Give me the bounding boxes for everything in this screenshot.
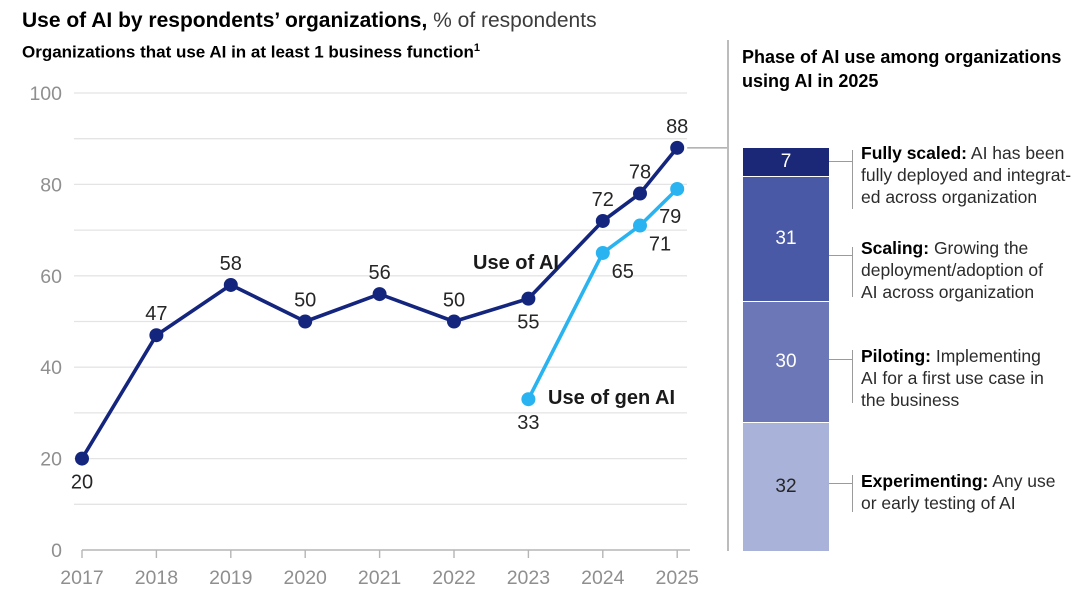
- series-label: Use of gen AI: [548, 387, 675, 409]
- x-axis-label: 2020: [284, 567, 328, 589]
- data-label: 50: [443, 290, 465, 312]
- bracket-vline: [852, 350, 854, 403]
- data-point: [149, 328, 164, 343]
- data-label: 20: [71, 472, 93, 494]
- data-point: [633, 186, 647, 201]
- data-point: [670, 140, 685, 155]
- x-axis-label: 2018: [135, 567, 178, 589]
- phase-term: Scaling:: [861, 238, 930, 258]
- y-axis-label: 40: [40, 357, 62, 379]
- bracket-vline: [852, 247, 854, 297]
- phase-term: Experimenting:: [861, 471, 989, 491]
- x-axis-label: 2022: [432, 567, 475, 589]
- y-axis-label: 80: [40, 174, 62, 196]
- y-axis-label: 60: [40, 266, 62, 288]
- data-point: [670, 181, 685, 196]
- x-axis-label: 2023: [507, 567, 550, 589]
- data-point: [75, 451, 89, 466]
- segment-value: 32: [775, 475, 797, 497]
- data-point: [633, 218, 647, 233]
- data-point: [595, 213, 610, 228]
- x-axis-label: 2021: [358, 567, 401, 589]
- x-axis-label: 2019: [209, 567, 252, 589]
- title-unit: % of respondents: [427, 9, 597, 32]
- data-point: [447, 314, 461, 329]
- phase-desc: Growing the deployment/adoption of AI ac…: [861, 238, 1043, 302]
- bracket-stub: [829, 255, 852, 257]
- x-axis-label: 2017: [60, 567, 103, 589]
- subtitle-text: Organizations that use AI in at least 1 …: [22, 42, 474, 62]
- data-point: [521, 392, 536, 407]
- footnote-marker: 1: [473, 42, 480, 54]
- bracket-stub: [829, 483, 852, 485]
- y-axis-label: 100: [29, 83, 62, 105]
- data-label: 47: [145, 303, 167, 325]
- series-line: [80, 146, 680, 461]
- bar-segment: 30: [743, 301, 829, 423]
- data-point: [223, 277, 238, 292]
- phase-label: Scaling: Growing the deployment/adoption…: [861, 237, 1080, 303]
- data-label: 33: [517, 412, 539, 434]
- data-point: [372, 287, 387, 302]
- series-label: Use of AI: [473, 252, 559, 274]
- phase-stacked-bar: 7 31 30 32: [743, 148, 829, 551]
- bracket-vline: [852, 475, 854, 512]
- data-label: 55: [517, 312, 539, 334]
- phase-desc: Implementing AI for a first use case in …: [861, 346, 1044, 410]
- data-point: [595, 245, 610, 260]
- phase-term: Fully scaled:: [861, 143, 968, 163]
- bracket-stub: [829, 359, 852, 361]
- x-axis-label: 2025: [656, 567, 700, 589]
- line-chart: 0 20 40 60 80 100 2017 2018 2019 2020 2021 2022 2023…: [29, 83, 727, 589]
- x-axis-label: 2024: [581, 567, 625, 589]
- y-axis-label: 20: [40, 449, 62, 471]
- data-label: 58: [220, 253, 242, 275]
- chart-subtitle: Organizations that use AI in at least 1 …: [22, 42, 480, 63]
- data-label: 79: [659, 206, 681, 228]
- bar-segment: 31: [743, 176, 829, 302]
- segment-value: 7: [780, 151, 792, 173]
- bar-segment: 32: [743, 422, 829, 551]
- segment-value: 30: [775, 351, 797, 373]
- page-title: Use of AI by respondents’ organizations,…: [22, 8, 597, 34]
- data-label: 50: [294, 290, 316, 312]
- phase-desc: AI has been fully deployed and integrat-…: [861, 143, 1072, 207]
- segment-value: 31: [775, 228, 797, 250]
- data-label: 72: [592, 189, 614, 211]
- phase-desc: Any use or early testing of AI: [861, 471, 1056, 513]
- data-label: 56: [368, 262, 390, 284]
- data-label: 88: [666, 116, 688, 138]
- y-axis-label: 0: [51, 540, 62, 562]
- data-point: [298, 314, 313, 329]
- panel-divider: [727, 40, 729, 551]
- data-label: 78: [629, 162, 651, 184]
- phase-label: Experimenting: Any use or early testing …: [861, 470, 1080, 514]
- bracket-vline: [852, 150, 854, 209]
- data-label: 71: [649, 234, 671, 256]
- right-panel-header: Phase of AI use among organizations usin…: [742, 47, 1062, 91]
- phase-label: Piloting: Implementing AI for a first us…: [861, 345, 1080, 411]
- phase-term: Piloting:: [861, 346, 931, 366]
- data-label: 65: [612, 261, 634, 283]
- phase-label: Fully scaled: AI has been fully deployed…: [861, 142, 1080, 208]
- bracket-stub: [829, 161, 852, 163]
- series-line: [526, 187, 680, 402]
- data-point: [521, 291, 536, 306]
- bar-segment: 7: [743, 148, 829, 177]
- title-main: Use of AI by respondents’ organizations,: [22, 9, 428, 32]
